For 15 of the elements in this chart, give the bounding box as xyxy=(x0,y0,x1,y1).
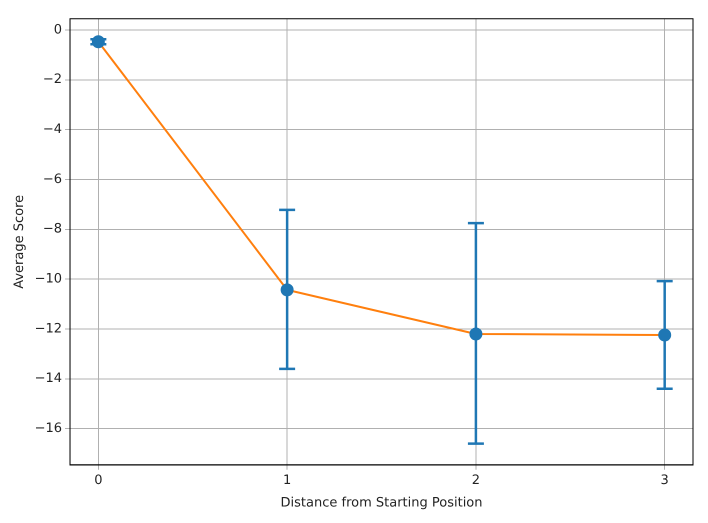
y-tick-label: −12 xyxy=(34,321,62,336)
x-tick-label: 3 xyxy=(660,472,669,488)
x-tick-label: 1 xyxy=(282,472,292,488)
x-axis-title: Distance from Starting Position xyxy=(280,496,483,511)
y-tick-label: −4 xyxy=(42,122,62,138)
y-tick-label: −14 xyxy=(34,371,62,386)
x-tick-label: 2 xyxy=(472,472,480,488)
x-tick-label: 0 xyxy=(94,472,102,488)
y-tick-label: −8 xyxy=(42,222,62,237)
y-tick-label: 0 xyxy=(54,22,62,38)
y-tick-label: −2 xyxy=(42,72,62,88)
y-tick-label: −10 xyxy=(34,272,62,287)
y-tick-label: −6 xyxy=(42,172,62,187)
y-tick-label: −16 xyxy=(34,421,62,436)
y-axis-title: Average Score xyxy=(12,194,28,289)
